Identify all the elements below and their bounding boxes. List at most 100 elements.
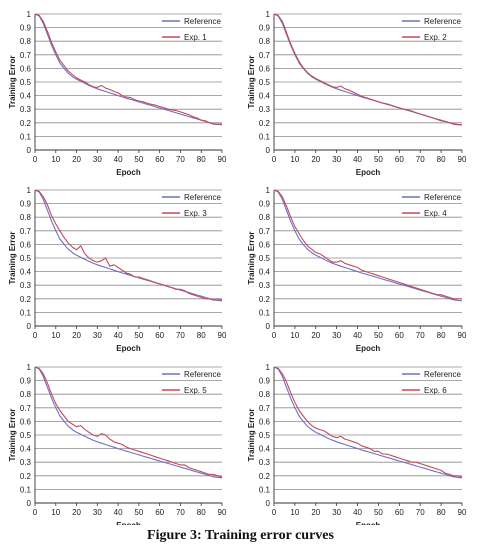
x-tick-label: 10 xyxy=(51,331,60,340)
x-tick-label: 50 xyxy=(134,155,143,164)
y-tick-label: 0.5 xyxy=(259,431,271,440)
y-tick-label: 0.4 xyxy=(20,92,32,101)
y-tick-label: 0.2 xyxy=(259,472,271,481)
y-tick-label: 0.3 xyxy=(20,105,32,114)
y-tick-label: 0.4 xyxy=(259,445,271,454)
series-line xyxy=(34,366,223,479)
y-axis-title: Training Error xyxy=(247,409,256,462)
y-tick-label: 0.8 xyxy=(20,213,32,222)
x-tick-label: 10 xyxy=(290,331,299,340)
x-tick-label: 40 xyxy=(353,331,362,340)
series-line xyxy=(273,13,462,126)
y-axis-title: Training Error xyxy=(8,409,17,462)
x-tick-label: 20 xyxy=(72,508,81,517)
x-tick-label: 90 xyxy=(458,155,467,164)
x-tick-label: 50 xyxy=(374,155,383,164)
y-tick-label: 0 xyxy=(266,322,271,331)
x-tick-label: 10 xyxy=(290,155,299,164)
x-tick-label: 10 xyxy=(51,155,60,164)
x-axis-title: Epoch xyxy=(356,344,381,353)
legend-label: Reference xyxy=(184,193,221,202)
x-tick-label: 80 xyxy=(197,331,206,340)
y-tick-label: 0 xyxy=(27,322,32,331)
x-tick-label: 0 xyxy=(272,155,277,164)
x-tick-label: 80 xyxy=(437,155,446,164)
y-tick-label: 0.2 xyxy=(20,472,32,481)
x-tick-label: 0 xyxy=(272,508,277,517)
series-line xyxy=(34,366,223,478)
legend-label: Reference xyxy=(424,17,461,26)
series-line xyxy=(273,189,462,300)
y-tick-label: 0.5 xyxy=(20,431,32,440)
training-error-figure: 00.10.20.30.40.50.60.70.80.910 10 20 30 40 50… xyxy=(8,10,467,525)
y-tick-label: 0.9 xyxy=(20,377,32,386)
y-tick-label: 0.7 xyxy=(20,227,32,236)
series-line xyxy=(34,13,222,125)
y-tick-label: 0.7 xyxy=(259,227,271,236)
x-axis-title: Epoch xyxy=(356,521,381,525)
legend-label: Reference xyxy=(424,193,461,202)
y-tick-label: 0.3 xyxy=(20,458,32,467)
x-axis-title: Epoch xyxy=(116,521,141,525)
x-tick-label: 20 xyxy=(311,331,320,340)
y-tick-label: 0.1 xyxy=(20,485,32,494)
chart-panel: 00.10.20.30.40.50.60.70.80.910 10 20 30 40 50… xyxy=(8,10,227,177)
x-tick-label: 90 xyxy=(218,331,227,340)
legend-label: Exp. 4 xyxy=(424,209,447,218)
legend-label: Reference xyxy=(184,370,221,379)
x-tick-label: 0 xyxy=(33,155,38,164)
y-tick-label: 0.7 xyxy=(20,404,32,413)
y-tick-label: 1 xyxy=(266,10,271,19)
y-tick-label: 0.3 xyxy=(259,281,271,290)
legend-label: Exp. 6 xyxy=(424,386,447,395)
y-tick-label: 0.9 xyxy=(259,24,271,33)
chart-panel: 00.10.20.30.40.50.60.70.80.910 10 20 30 40 50… xyxy=(8,186,227,353)
y-tick-label: 0.9 xyxy=(20,24,32,33)
y-tick-label: 0.6 xyxy=(20,417,32,426)
x-tick-label: 60 xyxy=(155,508,164,517)
x-tick-label: 30 xyxy=(332,508,341,517)
y-axis-title: Training Error xyxy=(247,56,256,109)
y-tick-label: 0.4 xyxy=(259,92,271,101)
y-tick-label: 0.2 xyxy=(259,295,271,304)
x-tick-label: 20 xyxy=(311,155,320,164)
y-tick-label: 0.2 xyxy=(259,119,271,128)
x-tick-label: 70 xyxy=(416,508,425,517)
y-tick-label: 0.3 xyxy=(259,458,271,467)
x-tick-label: 20 xyxy=(311,508,320,517)
x-tick-label: 0 xyxy=(33,331,38,340)
y-tick-label: 0.1 xyxy=(259,132,271,141)
x-axis-title: Epoch xyxy=(116,168,141,177)
y-tick-label: 0.9 xyxy=(259,377,271,386)
series-line xyxy=(273,13,463,126)
y-tick-label: 0.6 xyxy=(20,240,32,249)
y-tick-label: 0.7 xyxy=(20,51,32,60)
y-tick-label: 0.2 xyxy=(20,119,32,128)
x-axis-title: Epoch xyxy=(356,168,381,177)
y-tick-label: 0 xyxy=(27,499,32,508)
y-tick-label: 0.3 xyxy=(259,105,271,114)
x-tick-label: 80 xyxy=(197,155,206,164)
y-axis-title: Training Error xyxy=(8,232,17,285)
x-tick-label: 40 xyxy=(353,155,362,164)
y-tick-label: 0.5 xyxy=(20,254,32,263)
x-tick-label: 30 xyxy=(332,331,341,340)
y-tick-label: 0.1 xyxy=(20,308,32,317)
x-tick-label: 70 xyxy=(176,331,185,340)
x-tick-label: 60 xyxy=(155,331,164,340)
y-tick-label: 0.5 xyxy=(259,78,271,87)
legend-label: Reference xyxy=(184,17,221,26)
series-line xyxy=(273,366,463,478)
x-tick-label: 70 xyxy=(176,508,185,517)
x-tick-label: 60 xyxy=(155,155,164,164)
y-tick-label: 0.5 xyxy=(20,78,32,87)
y-axis-title: Training Error xyxy=(8,56,17,109)
x-tick-label: 30 xyxy=(332,155,341,164)
chart-panel: 00.10.20.30.40.50.60.70.80.910 10 20 30 40 50… xyxy=(247,186,467,353)
y-tick-label: 0.3 xyxy=(20,281,32,290)
series-line xyxy=(34,13,223,126)
y-tick-label: 0.6 xyxy=(259,417,271,426)
y-tick-label: 0.8 xyxy=(20,37,32,46)
x-tick-label: 10 xyxy=(51,508,60,517)
y-tick-label: 0.8 xyxy=(20,390,32,399)
